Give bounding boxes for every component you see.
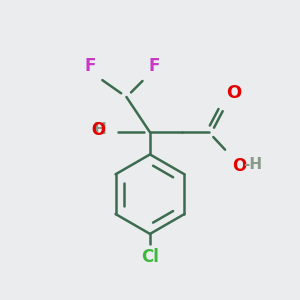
- Text: O: O: [226, 84, 241, 102]
- Text: F: F: [148, 57, 160, 75]
- Text: O: O: [86, 121, 106, 139]
- Text: O: O: [232, 157, 246, 175]
- Text: H: H: [94, 122, 106, 137]
- Text: Cl: Cl: [141, 248, 159, 266]
- Text: F: F: [84, 57, 95, 75]
- Text: -H: -H: [243, 157, 262, 172]
